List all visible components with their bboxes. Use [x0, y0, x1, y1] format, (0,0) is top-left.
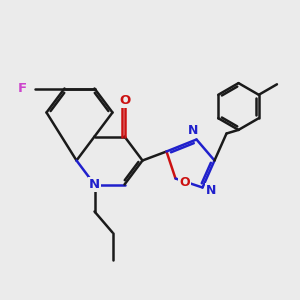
Text: F: F: [18, 82, 27, 95]
Text: O: O: [119, 94, 130, 107]
Text: N: N: [188, 124, 199, 137]
Text: N: N: [89, 178, 100, 191]
Text: N: N: [206, 184, 217, 197]
Text: O: O: [179, 176, 190, 190]
